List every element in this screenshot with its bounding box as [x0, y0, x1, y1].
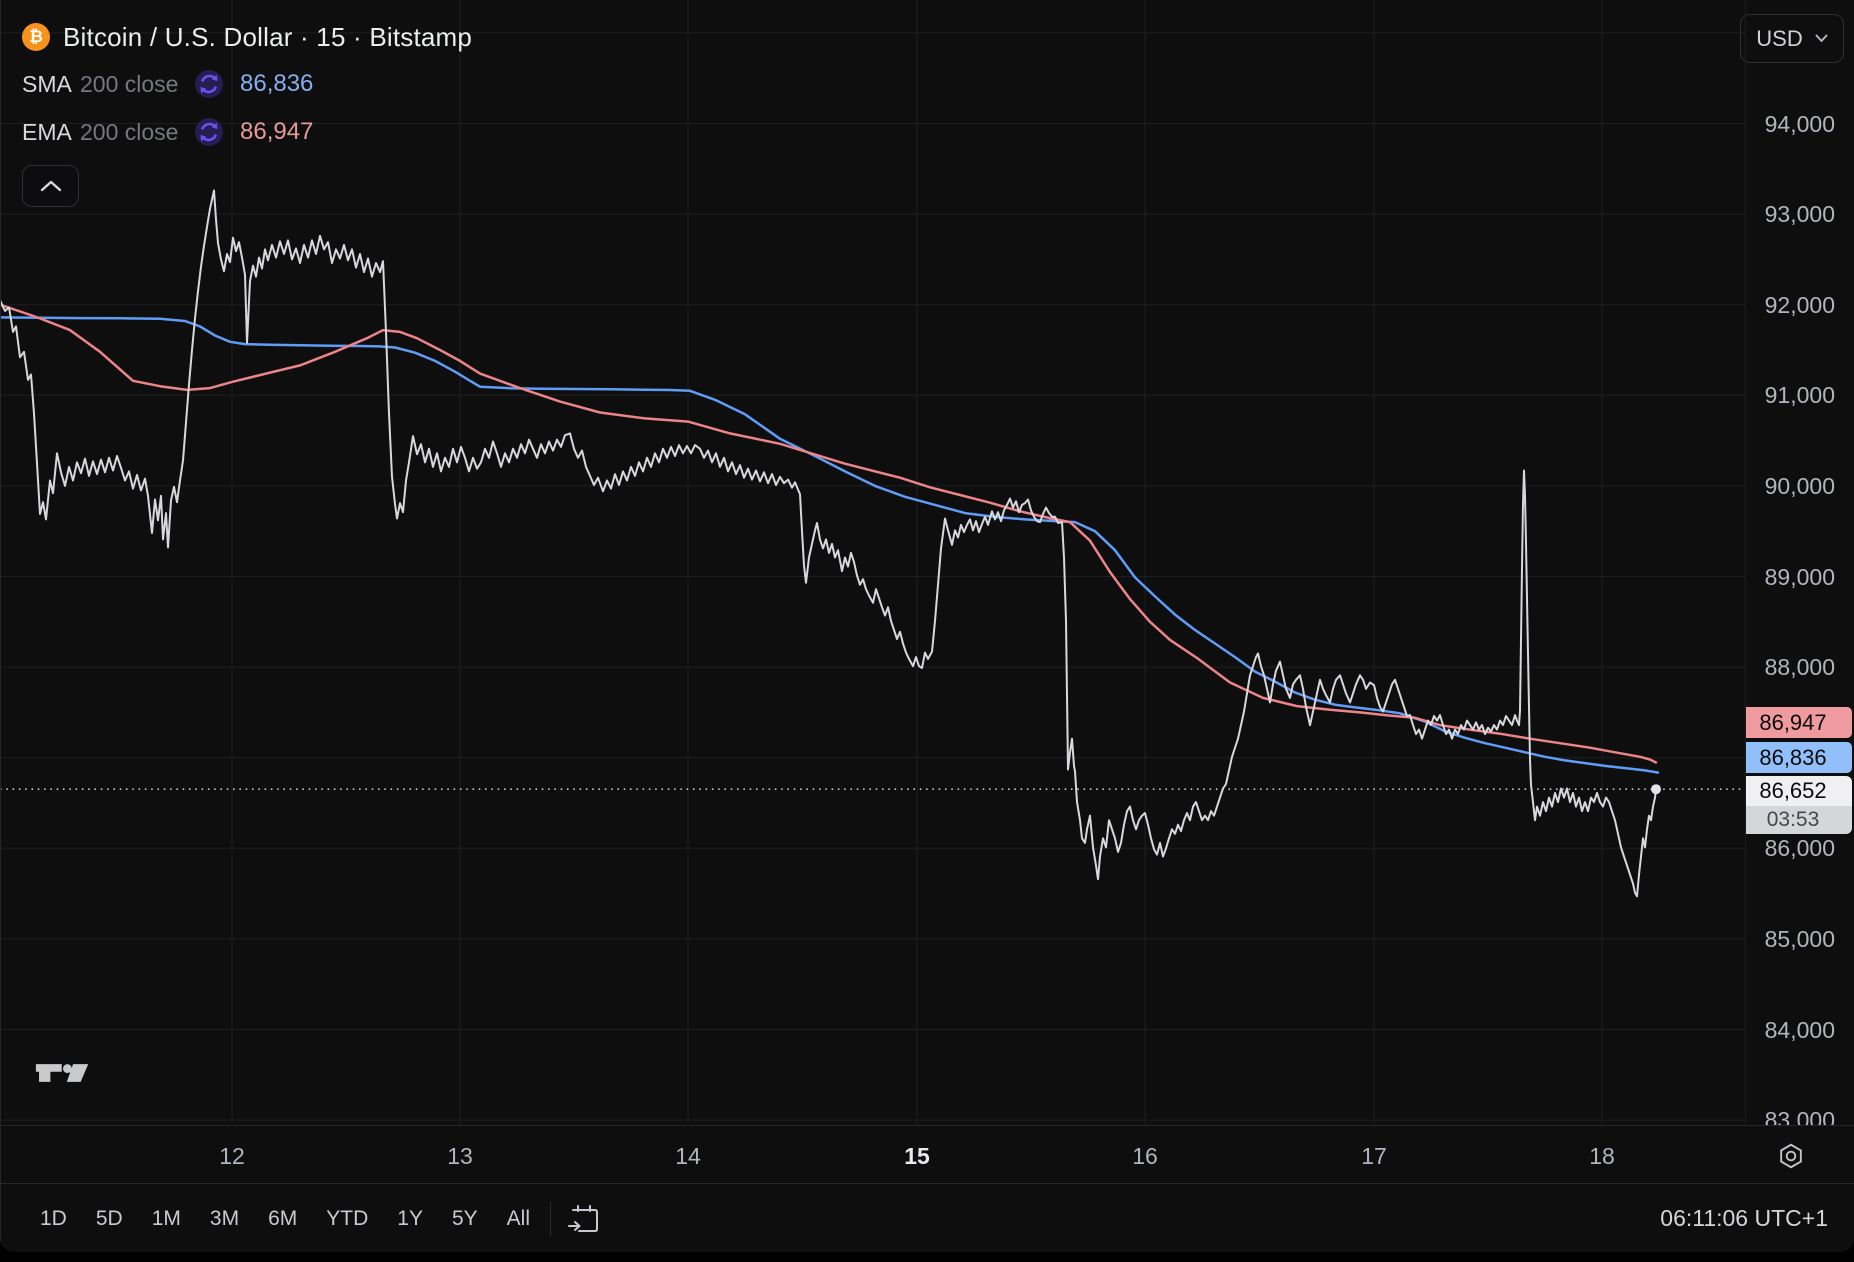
- time-tick-label: 12: [219, 1143, 245, 1169]
- scale-settings-icon[interactable]: [1776, 1141, 1806, 1171]
- indicator-row-ema[interactable]: EMA 200 close 86,947: [22, 108, 472, 156]
- price-tick-label: 89,000: [1764, 564, 1835, 590]
- currency-dropdown[interactable]: USD: [1740, 14, 1844, 63]
- indicator-name: EMA: [22, 118, 72, 145]
- range-button-ytd[interactable]: YTD: [316, 1200, 378, 1238]
- time-tick-label: 17: [1361, 1143, 1387, 1169]
- price-tick-label: 94,000: [1764, 111, 1835, 137]
- price-tick-label: 83,000: [1764, 1107, 1835, 1125]
- sma-value: 86,836: [240, 70, 314, 97]
- price-tick-label: 90,000: [1764, 473, 1835, 499]
- price-tick-label: 88,000: [1764, 654, 1835, 680]
- sma-price-badge: 86,836: [1746, 742, 1852, 773]
- bottom-toolbar: 1D 5D 1M 3M 6M YTD 1Y 5Y All 06:11:06 UTC+1: [0, 1183, 1854, 1252]
- bitcoin-icon: ₿: [22, 23, 50, 51]
- currency-label: USD: [1756, 25, 1803, 51]
- range-button-1m[interactable]: 1M: [142, 1200, 191, 1238]
- indicator-row-sma[interactable]: SMA 200 close 86,836: [22, 60, 472, 108]
- indicator-params: 200 close: [80, 70, 179, 97]
- collapse-legend-button[interactable]: [22, 165, 79, 207]
- date-range-buttons: 1D 5D 1M 3M 6M YTD 1Y 5Y All: [0, 1200, 540, 1238]
- range-button-1d[interactable]: 1D: [30, 1200, 77, 1238]
- current-price-badge: 86,652 03:53: [1746, 776, 1852, 834]
- time-tick-label: 16: [1132, 1143, 1158, 1169]
- price-tick-label: 85,000: [1764, 926, 1835, 952]
- range-button-3m[interactable]: 3M: [200, 1200, 249, 1238]
- ema-price-badge: 86,947: [1746, 707, 1852, 738]
- tradingview-logo[interactable]: [34, 1056, 126, 1092]
- time-tick-label: 14: [675, 1143, 701, 1169]
- range-button-1y[interactable]: 1Y: [387, 1200, 433, 1238]
- symbol-row[interactable]: ₿ Bitcoin / U.S. Dollar · 15 · Bitstamp: [22, 14, 472, 60]
- range-button-5d[interactable]: 5D: [86, 1200, 133, 1238]
- time-tick-label: 18: [1589, 1143, 1615, 1169]
- time-tick-label: 15: [904, 1143, 930, 1169]
- price-tick-label: 91,000: [1764, 382, 1835, 408]
- price-tick-label: 92,000: [1764, 292, 1835, 318]
- chart-canvas[interactable]: [0, 0, 1745, 1125]
- calendar-arrow-icon: [568, 1204, 598, 1232]
- range-button-6m[interactable]: 6M: [258, 1200, 307, 1238]
- time-scale[interactable]: 12 13 14 15 16 17 18: [0, 1125, 1854, 1184]
- price-tick-label: 93,000: [1764, 201, 1835, 227]
- chart-legend: ₿ Bitcoin / U.S. Dollar · 15 · Bitstamp …: [22, 14, 472, 207]
- indicator-loading-icon: [192, 67, 226, 101]
- price-scale[interactable]: 86,947 86,836 86,652 03:53 94,000 93,000 9…: [1745, 0, 1854, 1125]
- ema-value: 86,947: [240, 118, 314, 145]
- go-to-date-button[interactable]: [565, 1200, 603, 1238]
- indicator-params: 200 close: [80, 118, 179, 145]
- tradingview-logo-icon: [35, 1064, 89, 1082]
- symbol-title[interactable]: Bitcoin / U.S. Dollar · 15 · Bitstamp: [63, 21, 473, 52]
- clock[interactable]: 06:11:06 UTC+1: [1660, 1205, 1828, 1231]
- price-tick-label: 84,000: [1764, 1017, 1835, 1043]
- chevron-up-icon: [40, 180, 61, 192]
- price-tick-label: 86,000: [1764, 835, 1835, 861]
- range-button-5y[interactable]: 5Y: [442, 1200, 488, 1238]
- time-tick-label: 13: [447, 1143, 473, 1169]
- range-button-all[interactable]: All: [497, 1200, 540, 1238]
- panel-left-border: [0, 0, 1, 1252]
- chevron-down-icon: [1815, 34, 1828, 42]
- toolbar-divider: [550, 1201, 551, 1236]
- bar-countdown: 03:53: [1746, 806, 1852, 834]
- indicator-name: SMA: [22, 70, 72, 97]
- indicator-loading-icon: [192, 115, 226, 149]
- current-price-value: 86,652: [1746, 776, 1852, 806]
